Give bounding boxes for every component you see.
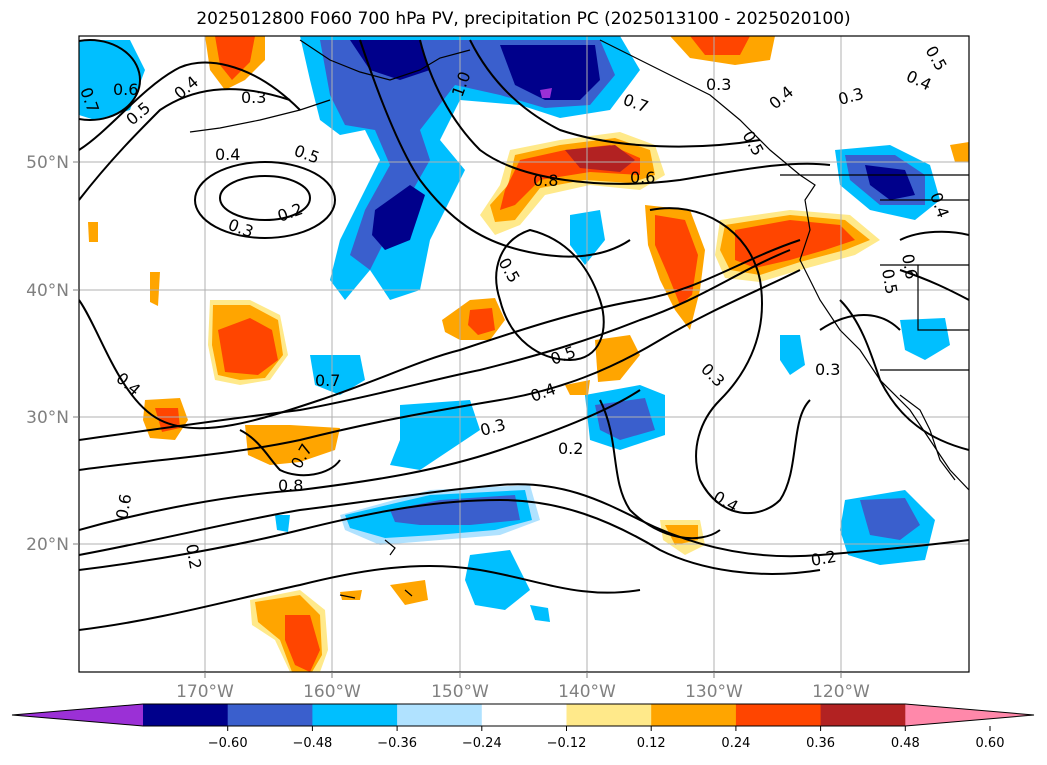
contour-label: 0.3 <box>815 360 840 379</box>
axis-ticks <box>73 161 842 678</box>
map-panel: 0.7 0.6 0.5 0.4 0.3 0.4 0.5 0.4 0.3 0.2 … <box>76 36 969 672</box>
colorbar-tick-label: −0.24 <box>462 736 502 751</box>
lon-label: 170°W <box>176 682 234 702</box>
colorbar-segment <box>143 704 229 726</box>
colorbar-tick-label: −0.60 <box>208 736 248 751</box>
contour-label: 0.2 <box>182 542 205 570</box>
contour-label: 0.3 <box>241 88 266 107</box>
contour-label: 0.6 <box>112 492 135 520</box>
colorbar-tick-label: 0.24 <box>721 736 750 751</box>
contour-label: 0.7 <box>76 85 103 115</box>
latitude-labels: 50°N 40°N 30°N 20°N <box>26 153 69 555</box>
colorbar-tick-label: −0.12 <box>547 736 587 751</box>
lat-label: 20°N <box>26 535 69 555</box>
colorbar-ticks: −0.60 −0.48 −0.36 −0.24 −0.12 0.12 0.24 0.36 0.4… <box>208 726 1005 751</box>
colorbar <box>11 703 1035 727</box>
lon-label: 160°W <box>303 682 361 702</box>
colorbar-segment <box>312 704 398 726</box>
contour-label: 0.2 <box>809 547 837 570</box>
pv-contours <box>79 39 969 631</box>
contour-label: 0.4 <box>215 145 240 164</box>
colorbar-segment <box>227 704 313 726</box>
contour-label: 0.8 <box>533 171 558 190</box>
lon-label: 120°W <box>812 682 870 702</box>
colorbar-tick-label: 0.12 <box>637 736 666 751</box>
colorbar-segment <box>481 704 567 726</box>
colorbar-segment <box>735 704 822 726</box>
colorbar-extend-low <box>12 704 143 726</box>
contour-label: 0.6 <box>630 168 655 187</box>
colorbar-segment <box>651 704 737 726</box>
colorbar-tick-label: −0.48 <box>292 736 332 751</box>
contour-label: 0.2 <box>558 439 583 458</box>
colorbar-segment <box>820 704 906 726</box>
lon-label: 150°W <box>431 682 489 702</box>
contour-label: 0.6 <box>898 252 921 280</box>
contour-label: 0.8 <box>278 476 303 495</box>
map-title: 2025012800 F060 700 hPa PV, precipitatio… <box>196 9 851 29</box>
negative-shading <box>79 36 950 622</box>
contour-label: 0.5 <box>878 267 901 295</box>
longitude-labels: 170°W 160°W 150°W 140°W 130°W 120°W <box>176 682 870 702</box>
lat-label: 50°N <box>26 153 69 173</box>
colorbar-segment <box>566 704 652 726</box>
contour-label: 0.7 <box>315 371 340 390</box>
map-frame <box>78 35 970 673</box>
coastlines <box>189 39 969 599</box>
colorbar-tick-label: 0.60 <box>976 736 1005 751</box>
colorbar-segment <box>397 704 483 726</box>
colorbar-extend-high <box>905 704 1034 726</box>
lat-label: 40°N <box>26 281 69 301</box>
lon-label: 130°W <box>685 682 743 702</box>
lat-label: 30°N <box>26 408 69 428</box>
contour-label: 0.3 <box>706 75 731 94</box>
contour-label: 0.6 <box>113 80 138 99</box>
contour-labels: 0.7 0.6 0.5 0.4 0.3 0.4 0.5 0.4 0.3 0.2 … <box>76 43 953 571</box>
colorbar-tick-label: 0.36 <box>806 736 835 751</box>
colorbar-tick-label: −0.36 <box>377 736 417 751</box>
colorbar-outline <box>11 703 1035 727</box>
colorbar-tick-label: 0.48 <box>891 736 920 751</box>
gridlines <box>79 36 969 672</box>
lon-label: 140°W <box>558 682 616 702</box>
